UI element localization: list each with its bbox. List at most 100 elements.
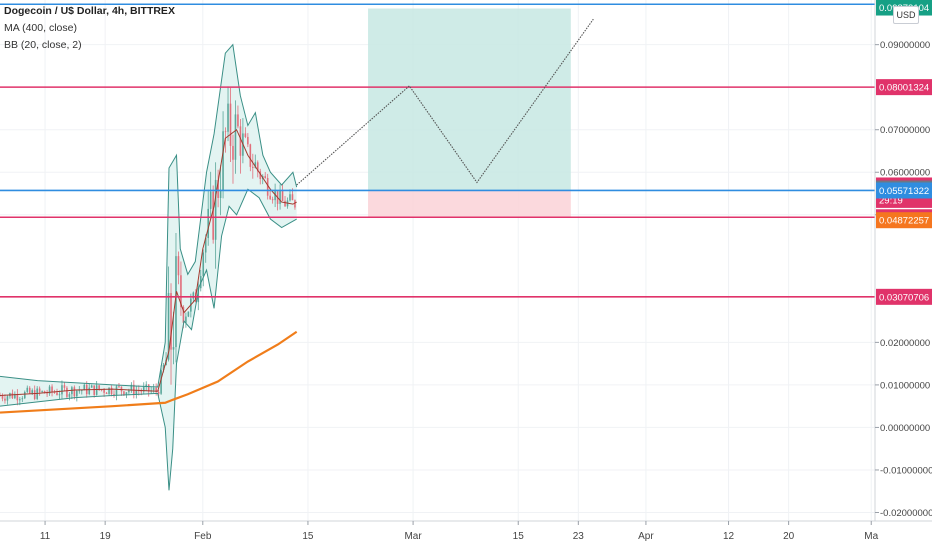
candle-body xyxy=(219,190,222,198)
candle-body xyxy=(6,396,9,401)
candle-body xyxy=(41,391,43,392)
indicator-lines xyxy=(0,43,298,491)
bb-upper-line xyxy=(0,43,298,388)
y-tick-label: 0.06000000 xyxy=(880,168,930,179)
candle-body xyxy=(204,238,207,253)
currency-button[interactable]: USD xyxy=(893,6,919,24)
candle-body xyxy=(53,392,56,393)
candle-body xyxy=(128,390,130,393)
horizontal-levels[interactable] xyxy=(0,3,875,298)
candle-body xyxy=(105,392,108,394)
candle-body xyxy=(252,166,254,168)
candle-body xyxy=(93,385,95,395)
candle-body xyxy=(289,194,291,201)
candle-body xyxy=(63,385,66,388)
y-tick-label: 0.01000000 xyxy=(880,380,930,391)
x-tick-label: 20 xyxy=(783,531,795,542)
candle-body xyxy=(125,392,128,396)
price-tag xyxy=(876,212,932,229)
candle-body xyxy=(103,389,105,393)
price-tag-label: 0.05571322 xyxy=(879,186,929,197)
bb-legend[interactable]: BB (20, close, 2) xyxy=(4,39,82,51)
price-tag-label: 0.04872257 xyxy=(879,216,929,227)
candle-body xyxy=(80,390,83,392)
price-tag-label: 0.08001324 xyxy=(879,83,929,94)
candle-body xyxy=(38,388,41,392)
candle-body xyxy=(217,179,219,198)
candle-body xyxy=(88,387,91,395)
candle-body xyxy=(135,390,138,395)
candle-body xyxy=(142,386,145,392)
symbol-title[interactable]: Dogecoin / U$ Dollar, 4h, BITTREX xyxy=(4,5,175,17)
x-tick-label: Ma xyxy=(864,531,878,542)
x-tick-label: Mar xyxy=(404,531,422,542)
bb-lower-line xyxy=(0,188,297,491)
ma-legend[interactable]: MA (400, close) xyxy=(4,22,77,34)
candle-body xyxy=(254,162,257,168)
position-zones xyxy=(368,8,571,217)
candle-body xyxy=(157,391,160,394)
bb-basis-line xyxy=(0,128,297,397)
candle-body xyxy=(19,399,21,401)
x-tick-label: 11 xyxy=(40,531,51,542)
candle-body xyxy=(294,200,296,208)
price-tag xyxy=(876,182,932,199)
candle-body xyxy=(31,390,34,394)
candle-body xyxy=(120,386,123,392)
candle-body xyxy=(237,114,239,127)
candle-body xyxy=(274,191,276,201)
x-tick-label: Feb xyxy=(194,531,212,542)
x-tick-label: Apr xyxy=(638,531,654,542)
candle-body xyxy=(197,288,200,303)
price-tag-label: 0.03070706 xyxy=(879,292,929,303)
candle-body xyxy=(185,316,187,323)
candle-body xyxy=(249,144,252,167)
candle-body xyxy=(224,131,227,133)
candle-body xyxy=(76,390,78,397)
candle-body xyxy=(271,199,274,201)
projection-line xyxy=(296,18,594,186)
candle-body xyxy=(180,275,182,308)
x-tick-label: 12 xyxy=(723,531,735,542)
candle-body xyxy=(170,293,172,350)
candle-body xyxy=(202,252,205,277)
candle-body xyxy=(155,387,157,392)
candle-body xyxy=(291,194,294,201)
candle-body xyxy=(66,387,68,397)
candle-body xyxy=(33,390,36,399)
candle-body xyxy=(175,256,177,348)
candle-body xyxy=(16,393,19,401)
y-tick-label: -0.01000000 xyxy=(880,465,932,476)
candle-body xyxy=(160,370,162,394)
candle-body xyxy=(177,256,180,276)
target-zone xyxy=(368,8,571,191)
candle-body xyxy=(108,387,110,394)
candle-body xyxy=(281,190,284,201)
candle-body xyxy=(259,171,262,179)
price-tag-label: 29:19 xyxy=(879,195,903,206)
x-tick-label: 15 xyxy=(513,531,525,542)
candle-body xyxy=(229,103,232,146)
candle-body xyxy=(23,391,26,399)
candle-body xyxy=(279,190,281,204)
ma-line xyxy=(0,330,298,414)
candle-body xyxy=(21,398,24,400)
price-tag xyxy=(876,79,932,96)
x-tick-label: 15 xyxy=(302,531,314,542)
candle-body xyxy=(123,391,125,396)
candle-body xyxy=(14,393,16,399)
candle-body xyxy=(11,392,14,399)
candle-body xyxy=(266,177,269,196)
candle-body xyxy=(4,398,6,401)
price-tag xyxy=(876,288,932,305)
y-tick-label: 0.07000000 xyxy=(880,125,930,136)
stop-zone xyxy=(368,190,571,217)
candle-body xyxy=(212,191,214,240)
projection-path[interactable] xyxy=(296,18,594,186)
bb-fill-area xyxy=(0,44,297,491)
y-tick-label: 0.02000000 xyxy=(880,338,930,349)
candle-body xyxy=(162,364,165,371)
candle-body xyxy=(192,292,195,299)
